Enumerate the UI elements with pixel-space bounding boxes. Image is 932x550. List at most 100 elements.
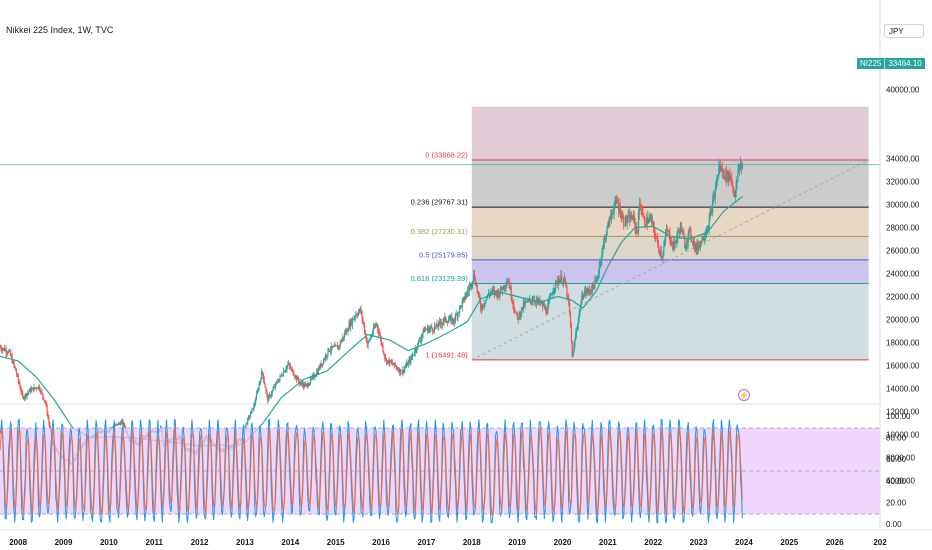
candle-body	[584, 290, 586, 293]
candle-body	[556, 280, 559, 285]
candle-body	[685, 246, 687, 248]
candle-body	[1, 348, 3, 351]
candle-body	[15, 370, 18, 375]
candle-body	[300, 382, 302, 384]
candle-body	[664, 240, 666, 247]
candle-body	[305, 384, 307, 386]
candle-body	[410, 357, 412, 363]
candle-body	[636, 227, 638, 233]
candle-body	[680, 223, 682, 232]
candle-body	[13, 361, 15, 366]
candle-body	[350, 320, 353, 325]
candle-body	[45, 402, 47, 406]
candle-body	[677, 231, 679, 237]
candle-body	[597, 273, 600, 277]
candle-body	[628, 214, 630, 216]
candle-body	[594, 280, 596, 289]
candle-body	[651, 221, 654, 223]
candle-body	[514, 312, 517, 313]
candle-body	[591, 283, 593, 292]
candle-body	[493, 290, 495, 291]
candle-body	[675, 241, 677, 243]
candle-body	[372, 327, 374, 334]
candle-body	[321, 363, 323, 367]
candle-body	[316, 371, 318, 376]
candle-body	[390, 360, 392, 363]
candle-body	[374, 325, 376, 328]
candle-body	[262, 373, 265, 380]
price-tick-label: 26000.00	[886, 247, 920, 256]
candle-body	[673, 240, 675, 250]
fibonacci-retracement[interactable]	[471, 106, 869, 361]
candle-body	[25, 394, 27, 397]
candle-body	[518, 313, 520, 320]
candle-body	[272, 388, 274, 391]
candle-body	[459, 305, 462, 307]
candle-body	[252, 408, 254, 410]
candle-body	[548, 300, 550, 305]
candle-body	[24, 394, 26, 398]
candle-body	[593, 285, 595, 289]
oscillator-tick-label: 60.00	[886, 455, 907, 464]
candle-body	[379, 335, 381, 338]
candle-body	[503, 285, 505, 288]
candle-body	[337, 345, 340, 349]
candle-body	[507, 281, 510, 283]
candle-body	[540, 302, 542, 304]
candle-body	[284, 370, 286, 373]
candle-body	[660, 250, 662, 257]
candle-body	[289, 366, 292, 369]
candle-body	[323, 359, 325, 364]
candle-body	[3, 347, 5, 351]
candle-body	[258, 384, 260, 390]
candle-body	[480, 301, 482, 309]
candle-body	[596, 278, 598, 281]
candle-body	[712, 196, 715, 200]
candle-body	[294, 376, 296, 378]
candle-body	[656, 238, 658, 239]
candle-body	[703, 238, 705, 240]
candle-body	[466, 292, 468, 297]
candle-body	[308, 384, 310, 387]
lightning-icon[interactable]: ⚡	[738, 389, 750, 401]
candle-body	[717, 174, 719, 177]
candle-body	[549, 295, 552, 299]
candle-body	[391, 362, 394, 365]
candle-body	[492, 289, 494, 291]
candle-body	[320, 364, 322, 367]
candle-body	[281, 375, 283, 377]
candle-body	[582, 295, 584, 298]
candle-body	[290, 368, 292, 370]
candle-body	[626, 220, 628, 223]
candle-body	[114, 424, 116, 427]
candle-body	[339, 341, 341, 346]
candle-body	[439, 321, 441, 323]
candle-body	[567, 296, 569, 298]
candle-body	[623, 216, 625, 226]
candle-body	[115, 424, 117, 425]
candle-body	[570, 326, 572, 341]
candle-body	[466, 291, 469, 293]
candle-body	[521, 307, 523, 314]
candle-body	[348, 323, 350, 331]
candle-body	[685, 242, 688, 247]
candle-body	[541, 302, 544, 307]
candle-body	[735, 182, 737, 192]
candle-body	[653, 225, 655, 233]
candle-body	[701, 236, 703, 243]
candle-body	[459, 306, 461, 313]
candle-body	[535, 301, 537, 304]
currency-selector[interactable]: JPY	[884, 24, 924, 38]
candle-body	[264, 383, 266, 389]
candle-body	[715, 186, 717, 189]
candle-body	[2, 347, 5, 349]
candle-body	[251, 408, 253, 411]
candle-body	[595, 280, 597, 281]
candle-body	[445, 316, 447, 322]
oscillator-tick-label: 20.00	[886, 498, 907, 507]
time-tick-label: 2008	[9, 538, 27, 547]
candle-body	[5, 349, 7, 353]
candle-body	[637, 212, 640, 233]
fib-level-label: 0.618 (23129.39)	[411, 274, 469, 283]
